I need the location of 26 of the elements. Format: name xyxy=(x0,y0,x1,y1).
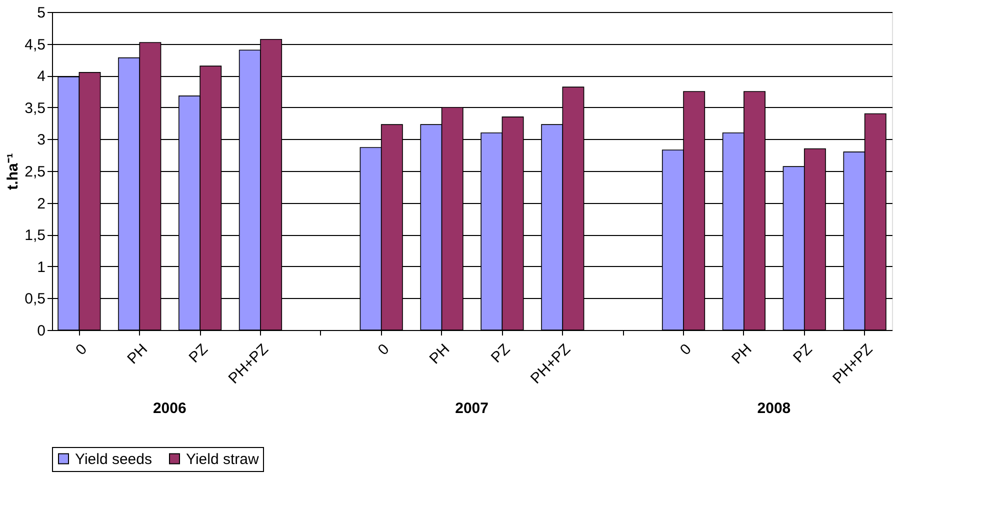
text: 2008 xyxy=(757,400,791,417)
y-tick-label: 1 xyxy=(37,258,46,276)
text: 2006 xyxy=(152,400,186,417)
y-tick-label: 0 xyxy=(37,322,46,340)
x-tick-label: 0 xyxy=(676,340,695,359)
y-tick-label: 5 xyxy=(37,4,46,22)
x-tick-label: 0 xyxy=(374,340,393,359)
x-tick-label: PZ xyxy=(790,340,816,366)
y-tick-label: 4,5 xyxy=(24,36,46,54)
y-tick-label: 0,5 xyxy=(24,290,46,308)
text: 2007 xyxy=(455,400,488,417)
y-tick-label: 2 xyxy=(37,195,46,212)
y-axis-title: t.ha⁻¹ xyxy=(4,153,22,190)
x-tick-label: PZ xyxy=(488,340,514,366)
y-tick-label: 4 xyxy=(37,68,46,86)
y-tick-label: 3,5 xyxy=(24,100,46,117)
legend-label: Yield straw xyxy=(186,450,259,468)
x-tick-label: PH xyxy=(728,340,756,368)
x-tick-label: PH xyxy=(426,340,454,368)
y-tick-label: 1,5 xyxy=(24,227,46,244)
x-tick-label: PZ xyxy=(186,340,212,366)
x-tick-label: 0 xyxy=(72,340,91,359)
y-tick-label: 3 xyxy=(37,132,46,149)
legend-label: Yield seeds xyxy=(75,450,152,468)
x-tick-label: PH xyxy=(124,340,151,368)
y-tick-label: 2,5 xyxy=(24,164,46,180)
